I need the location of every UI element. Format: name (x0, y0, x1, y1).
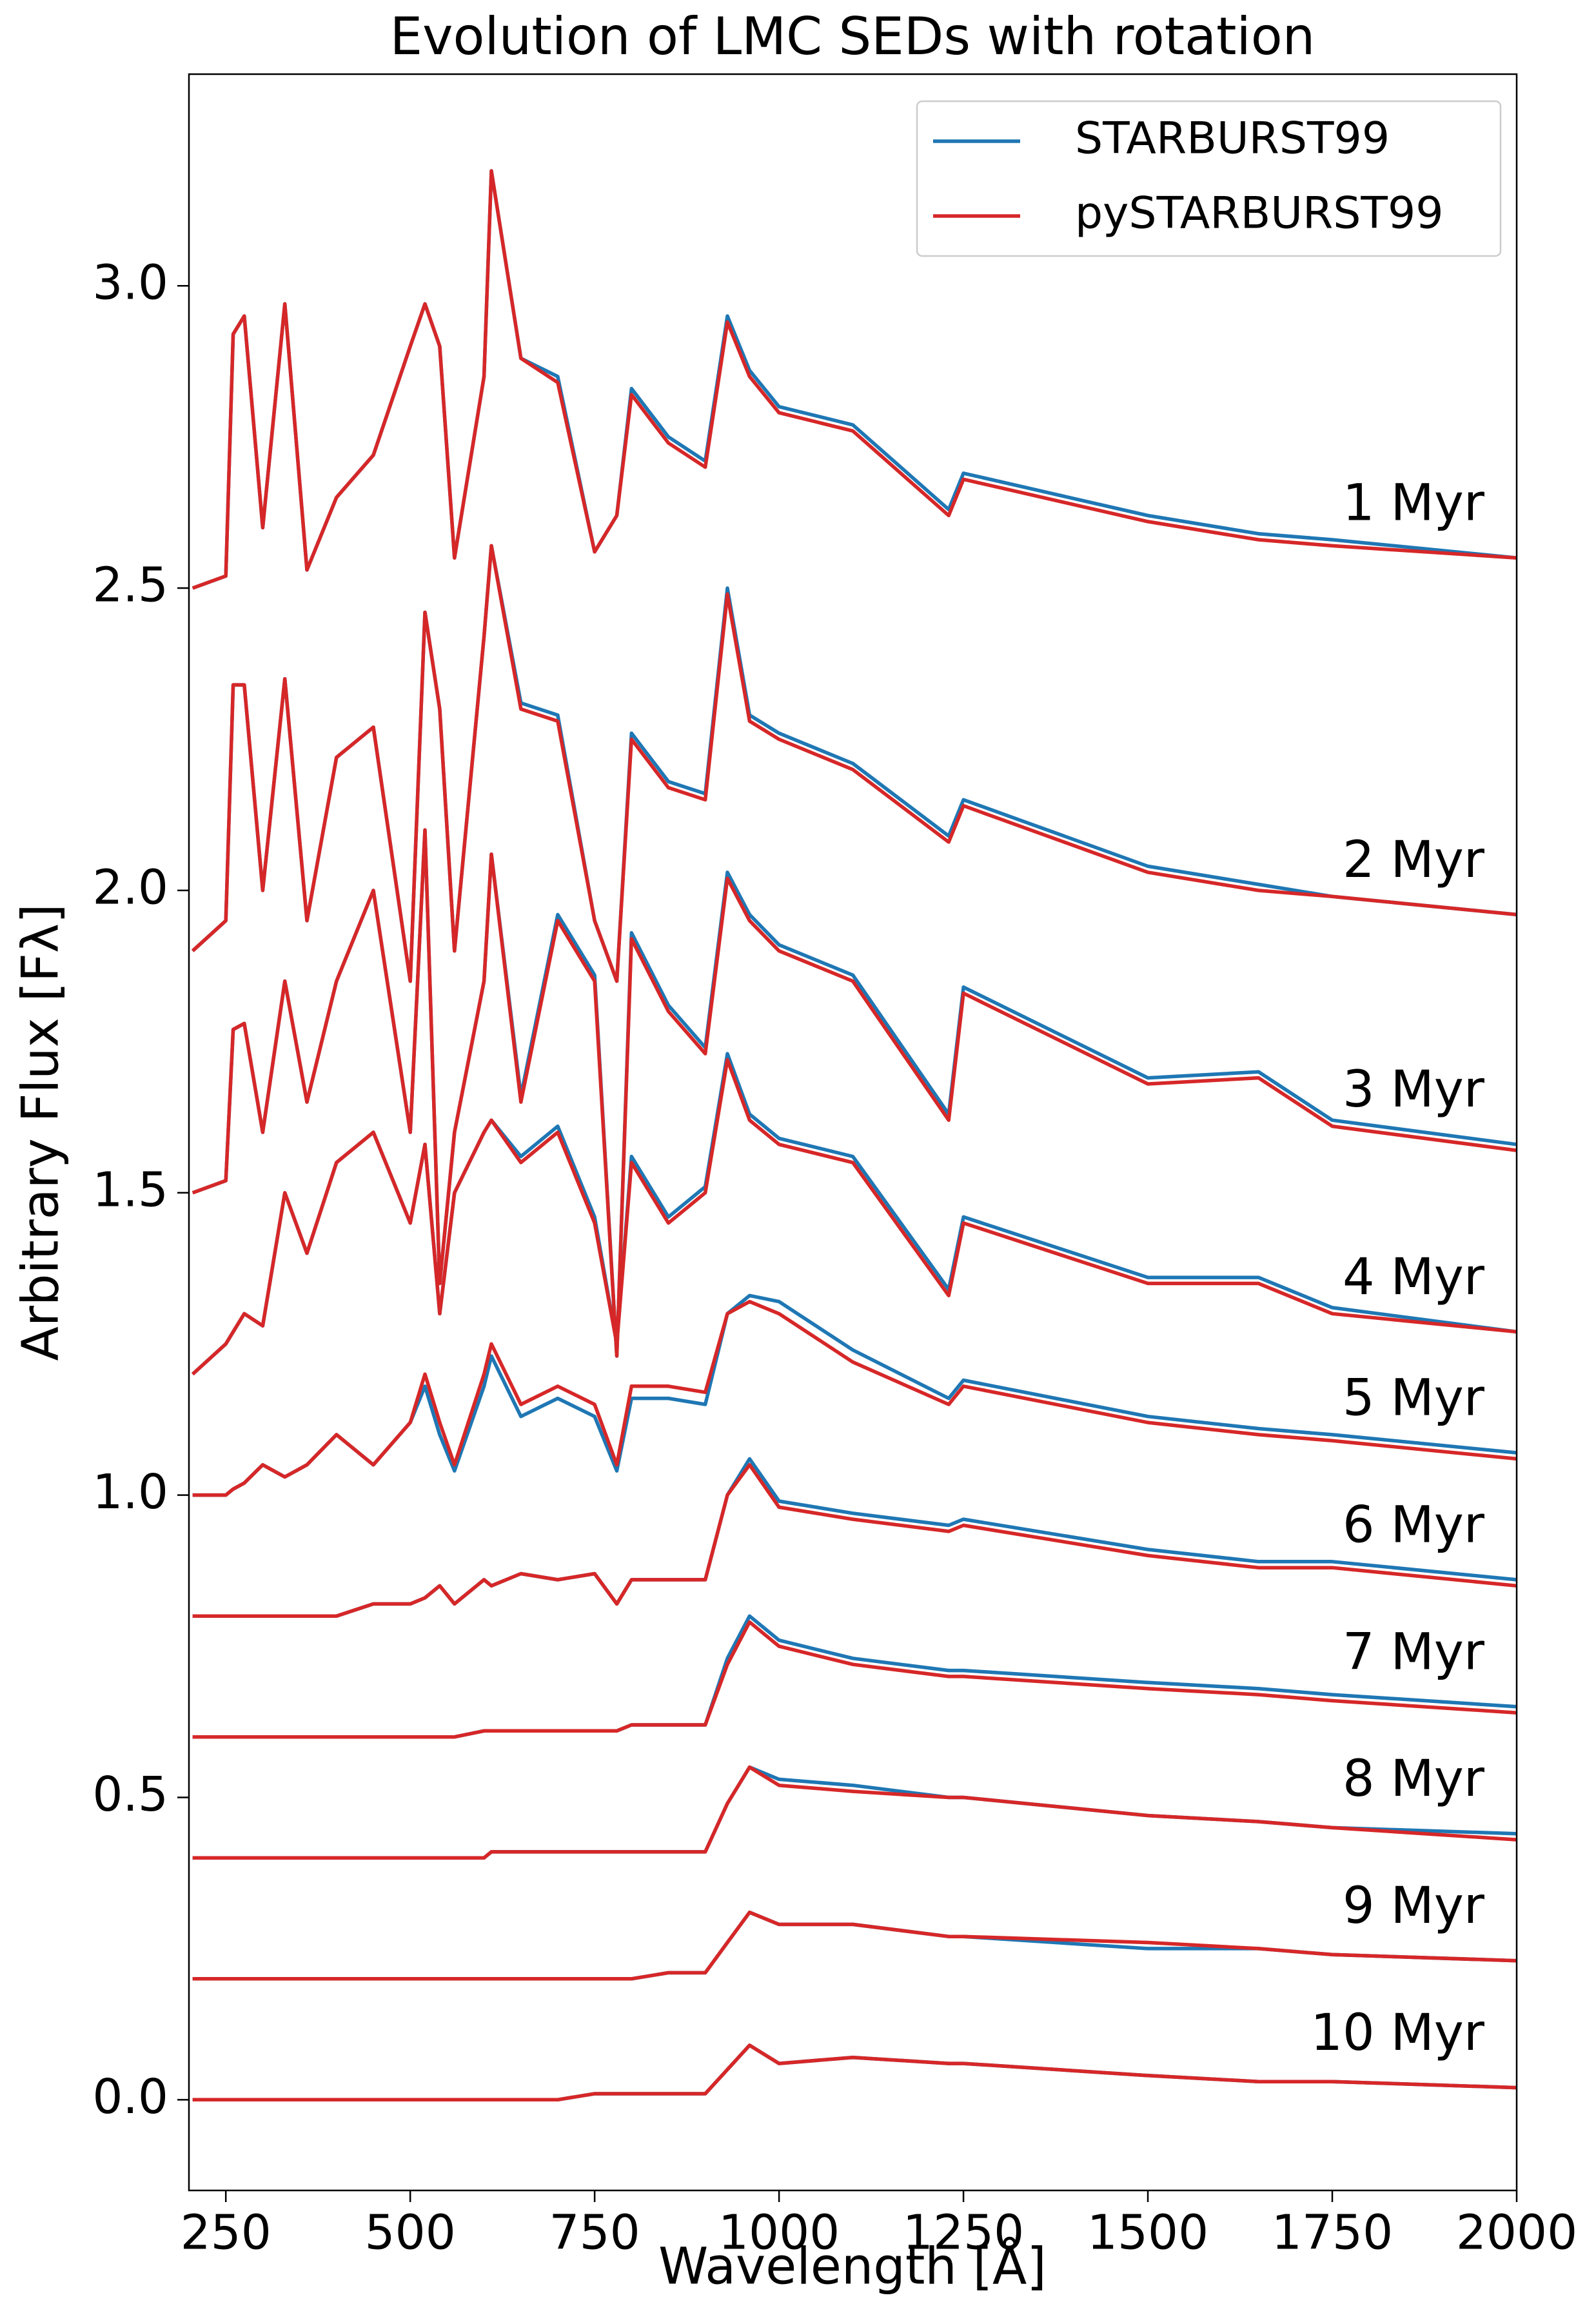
spectrum-line (192, 2043, 1517, 2102)
chart-title: Evolution of LMC SEDs with rotation (390, 6, 1315, 66)
age-label: 8 Myr (1343, 1750, 1485, 1808)
legend-label: pySTARBURST99 (1075, 188, 1444, 239)
spectrum-line (192, 1462, 1517, 1618)
age-label: 4 Myr (1343, 1248, 1485, 1306)
spectrum-line (192, 1614, 1517, 1739)
spectrum-line (191, 544, 1517, 983)
x-tick-label: 750 (549, 2205, 640, 2261)
spectrum-line (191, 1058, 1517, 1376)
spectrum-line (192, 1457, 1517, 1618)
x-tick-label: 2000 (1456, 2205, 1577, 2261)
spectrum-line (191, 544, 1517, 983)
y-tick-label: 2.5 (92, 558, 168, 613)
age-label: 7 Myr (1343, 1623, 1485, 1681)
spectrum-line (192, 828, 1517, 1358)
x-axis-label: Wavelength [Å] (658, 2236, 1047, 2296)
spectrum-line (192, 169, 1517, 590)
y-tick-label: 0.5 (92, 1767, 168, 1822)
plot-frame (188, 73, 1518, 2192)
y-tick-label: 0.0 (92, 2069, 168, 2125)
y-tick-label: 3.0 (92, 255, 168, 311)
spectrum-line (192, 1765, 1517, 1860)
spectrum-line (192, 1910, 1517, 1981)
x-tick-label: 1000 (718, 2205, 840, 2261)
x-tick-label: 250 (181, 2205, 271, 2261)
x-tick-label: 500 (365, 2205, 456, 2261)
age-label: 10 Myr (1310, 2004, 1485, 2062)
x-tick-label: 1500 (1087, 2205, 1208, 2261)
spectrum-line (192, 828, 1517, 1358)
age-label: 3 Myr (1343, 1061, 1485, 1119)
legend-box (916, 100, 1502, 257)
spectrum-line (192, 1294, 1517, 1497)
legend-label: STARBURST99 (1075, 113, 1390, 164)
age-label: 6 Myr (1343, 1496, 1485, 1554)
y-tick-label: 2.0 (92, 860, 168, 915)
spectrum-line (192, 1910, 1517, 1981)
age-label: 9 Myr (1343, 1877, 1485, 1935)
x-tick-label: 1250 (903, 2205, 1024, 2261)
age-label: 5 Myr (1343, 1369, 1485, 1427)
spectrum-line (192, 1620, 1517, 1739)
x-tick-label: 1750 (1272, 2205, 1393, 2261)
age-label: 1 Myr (1343, 475, 1485, 533)
y-tick-label: 1.0 (92, 1464, 168, 1520)
spectrum-line (192, 1299, 1517, 1497)
y-axis-label: Arbitrary Flux [Fλ] (12, 904, 70, 1361)
spectrum-line (192, 1765, 1517, 1860)
y-tick-label: 1.5 (92, 1162, 168, 1217)
spectrum-line (191, 1052, 1517, 1376)
age-label: 2 Myr (1343, 831, 1485, 889)
